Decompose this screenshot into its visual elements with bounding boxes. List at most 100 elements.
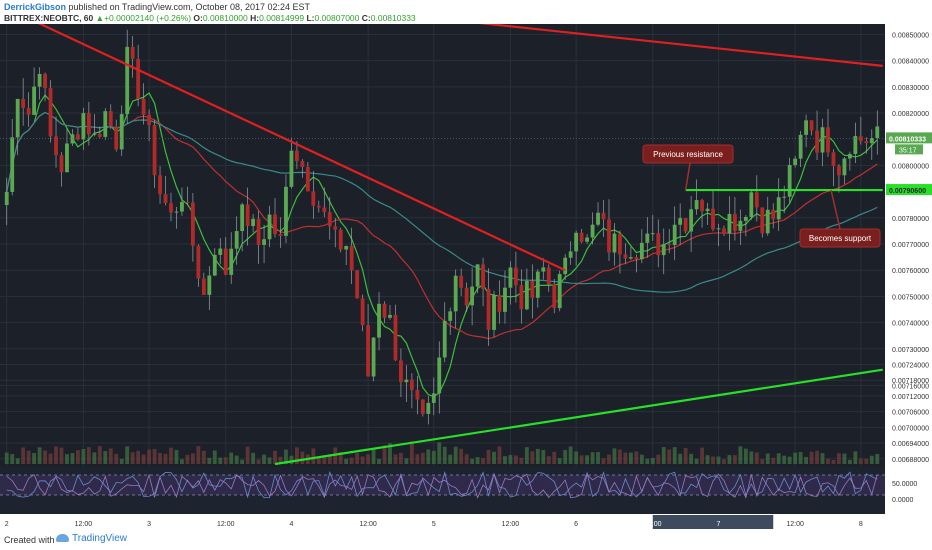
- volume-bar: [837, 453, 841, 464]
- trendline: [478, 24, 883, 67]
- price-tick-label: 0.00724000: [892, 362, 929, 369]
- volume-bar: [240, 459, 245, 464]
- volume-bar: [212, 450, 217, 464]
- volume-bar: [667, 449, 672, 464]
- candle-body: [21, 98, 26, 108]
- candle-body: [716, 228, 721, 230]
- slow-moving-average: [6, 111, 878, 340]
- tradingview-logo[interactable]: TradingView: [56, 533, 127, 544]
- candle-body: [738, 220, 743, 231]
- volume-bar: [86, 447, 91, 464]
- symbol-label: BITTREX:NEOBTC, 60: [4, 13, 94, 23]
- candle-body: [125, 46, 130, 115]
- candle-body: [486, 288, 491, 330]
- price-tick-label: 0.00750000: [892, 294, 929, 301]
- candle-body: [338, 229, 343, 250]
- volume-bar: [639, 454, 644, 464]
- price-tick-label: 0.00706000: [892, 410, 929, 417]
- candle-body: [426, 402, 431, 414]
- volume-bar: [201, 450, 206, 464]
- candle-body: [174, 211, 179, 213]
- candle-body: [574, 232, 579, 252]
- price-tick-label: 0.00770000: [892, 242, 929, 249]
- volume-bar: [92, 452, 97, 464]
- candle-body: [15, 98, 20, 138]
- candle-body: [519, 285, 524, 310]
- candle-body: [727, 213, 732, 234]
- candle-body: [278, 233, 283, 236]
- previous-resistance-callout: [642, 144, 734, 164]
- candle-body: [864, 141, 869, 144]
- candle-body: [59, 155, 64, 173]
- candle-body: [568, 251, 573, 258]
- price-chart[interactable]: 50.0000 0.0000 0.00850000 0.00840000 0.0083…: [0, 24, 932, 530]
- candle-body: [37, 73, 42, 87]
- candle-body: [92, 133, 97, 135]
- volume-bar: [37, 447, 42, 464]
- price-axis-panel: [885, 24, 932, 530]
- volume-bar: [481, 458, 485, 464]
- volume-bar: [765, 453, 770, 464]
- volume-bar: [497, 446, 502, 464]
- candle-body: [190, 202, 195, 246]
- volume-bar: [541, 450, 546, 464]
- candle-body: [535, 271, 540, 298]
- candle-body: [136, 58, 141, 99]
- candle-body: [65, 143, 69, 173]
- volume-bar: [853, 451, 858, 464]
- candle-body: [327, 212, 332, 227]
- candle-body: [869, 137, 874, 144]
- candle-body: [103, 111, 108, 137]
- volume-bar: [70, 453, 75, 464]
- volume-bar: [366, 454, 371, 464]
- candle-body: [590, 224, 595, 238]
- candle-body: [26, 107, 31, 115]
- candle-body: [201, 278, 206, 295]
- candle-body: [4, 191, 9, 206]
- author-link[interactable]: DerrickGibson: [4, 2, 67, 12]
- close-label: C:: [361, 13, 371, 23]
- chart-background: [0, 24, 885, 514]
- candle-body: [853, 136, 858, 155]
- candle-body: [75, 134, 80, 140]
- volume-bar: [344, 458, 349, 464]
- volume-bar: [251, 452, 256, 464]
- candle-body: [634, 257, 639, 260]
- candle-body: [650, 233, 655, 235]
- previous-resistance-label: Previous resistance: [653, 150, 723, 159]
- volume-bar: [448, 454, 453, 464]
- chart-header: DerrickGibson published on TradingView.c…: [0, 0, 932, 24]
- volume-bar: [513, 455, 518, 464]
- candle-body: [459, 275, 464, 288]
- published-text: published on TradingView.com, October 08…: [68, 2, 311, 12]
- volume-bar: [453, 446, 458, 464]
- candle-body: [826, 127, 830, 153]
- volume-bar: [75, 450, 80, 464]
- volume-bar: [147, 449, 152, 464]
- time-tick-label: 12:00: [75, 521, 93, 528]
- volume-bar: [607, 454, 611, 464]
- volume-bar: [119, 458, 124, 464]
- candle-body: [612, 233, 617, 253]
- volume-bar: [508, 455, 513, 464]
- volume-bar: [574, 451, 579, 464]
- volume-bar: [174, 449, 179, 464]
- volume-bar: [826, 458, 830, 464]
- change-arrow-icon: ▲: [95, 13, 105, 23]
- candle-body: [180, 201, 184, 212]
- oscillator-k-line: [6, 470, 878, 499]
- trendline: [37, 24, 566, 272]
- volume-bar: [338, 452, 343, 464]
- volume-bar: [48, 453, 53, 464]
- volume-bar: [568, 446, 573, 464]
- volume-bar: [185, 454, 190, 464]
- volume-bar: [409, 441, 414, 464]
- time-tick-label: 12:00: [502, 521, 520, 528]
- volume-bar: [103, 451, 108, 464]
- candle-body: [579, 232, 584, 242]
- volume-bar: [722, 459, 726, 464]
- candle-body: [546, 267, 551, 285]
- volume-bar: [4, 452, 9, 464]
- volume-bar: [612, 448, 617, 464]
- candle-body: [771, 209, 776, 220]
